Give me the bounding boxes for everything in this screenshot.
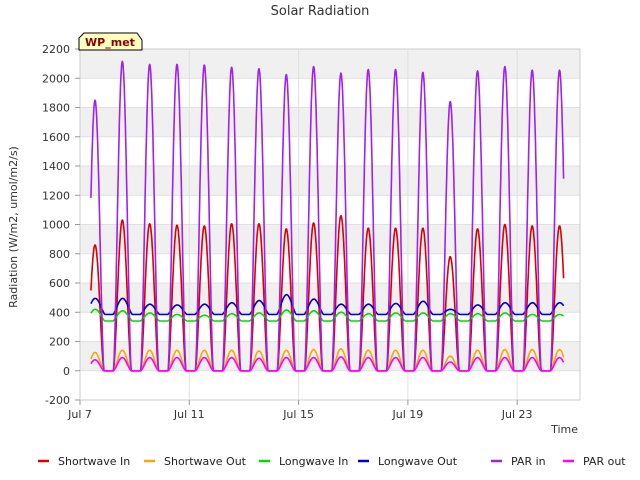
plot-band	[80, 78, 580, 108]
plot-band	[80, 136, 580, 166]
legend-label: PAR out	[583, 455, 626, 468]
legend-label: PAR in	[511, 455, 546, 468]
legend-label: Shortwave In	[58, 455, 130, 468]
y-axis-ticks: -200 0 200 400 600 800 1000 1200 1400 1600 1800 200…	[42, 43, 80, 407]
series-lines	[90, 60, 565, 372]
x-axis-ticks: Jul 7 Jul 11 Jul 15 Jul 19 Jul 23	[67, 400, 533, 421]
y-tick-label: 2000	[42, 72, 70, 85]
x-axis-label: Time	[550, 423, 578, 436]
legend-label: Shortwave Out	[164, 455, 247, 468]
plot-band	[80, 107, 580, 137]
x-tick-label: Jul 15	[282, 408, 314, 421]
y-tick-label: 1200	[42, 189, 70, 202]
x-tick-label: Jul 11	[173, 408, 205, 421]
y-tick-label: 600	[49, 277, 70, 290]
y-tick-label: 400	[49, 306, 70, 319]
chart-title: Solar Radiation	[271, 4, 370, 19]
legend-label: Longwave Out	[378, 455, 458, 468]
legend-label: Longwave In	[279, 455, 348, 468]
y-tick-label: 1000	[42, 219, 70, 232]
x-tick-label: Jul 19	[391, 408, 423, 421]
plot-band	[80, 283, 580, 313]
station-badge-label: WP_met	[85, 36, 135, 49]
y-tick-label: 2200	[42, 43, 70, 56]
plot-band	[80, 224, 580, 254]
x-tick-label: Jul 23	[501, 408, 533, 421]
y-tick-label: 1400	[42, 160, 70, 173]
x-tick-label: Jul 7	[67, 408, 92, 421]
plot-band	[80, 195, 580, 225]
y-tick-label: 800	[49, 248, 70, 261]
legend: Shortwave In Shortwave Out Longwave In Long…	[38, 455, 626, 468]
y-axis-label: Radiation (W/m2, umol/m2/s)	[7, 146, 20, 308]
plot-band	[80, 253, 580, 283]
y-tick-label: 0	[63, 365, 70, 378]
plot-band	[80, 49, 580, 79]
y-tick-label: 1600	[42, 131, 70, 144]
series-line	[90, 356, 565, 372]
y-tick-label: -200	[45, 394, 70, 407]
plot-band	[80, 166, 580, 196]
plot-band	[80, 370, 580, 400]
y-tick-label: 1800	[42, 102, 70, 115]
station-badge: WP_met	[78, 32, 143, 51]
y-tick-label: 200	[49, 336, 70, 349]
